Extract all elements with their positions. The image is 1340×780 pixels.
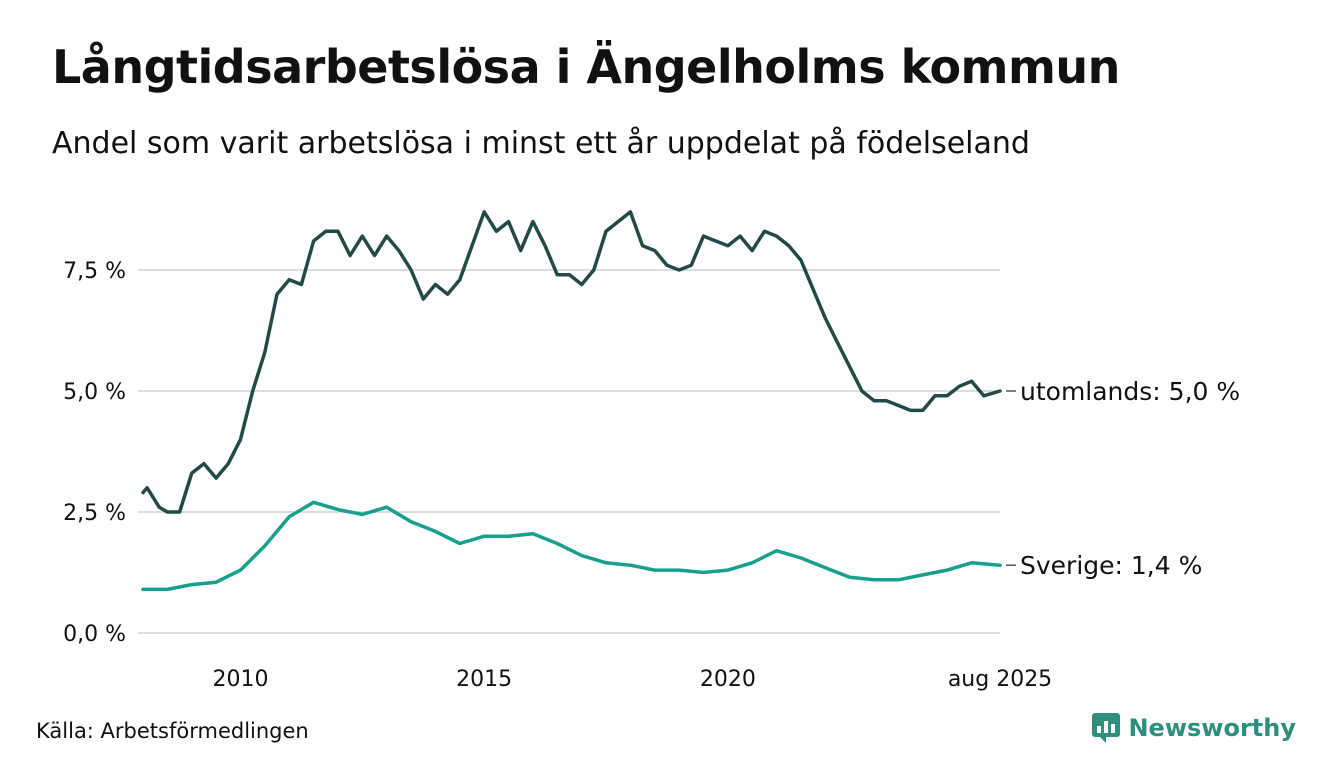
chart-title: Långtidsarbetslösa i Ängelholms kommun: [52, 40, 1120, 94]
series-line-sverige: [141, 500, 1002, 592]
y-tick-label: 7,5 %: [63, 259, 126, 284]
series-line-utomlands: [141, 210, 1002, 514]
x-tick-label: 2020: [700, 667, 756, 692]
gridlines: [138, 269, 1000, 634]
chart-subtitle: Andel som varit arbetslösa i minst ett å…: [52, 126, 1030, 161]
source-note: Källa: Arbetsförmedlingen: [36, 719, 309, 743]
x-axis-ticks: 2010 2015 2020 aug 2025: [212, 667, 1052, 692]
x-tick-label: 2015: [456, 667, 512, 692]
series-lines: [141, 210, 1002, 592]
y-tick-label: 0,0 %: [63, 622, 126, 647]
series-end-labels: utomlands: 5,0 % Sverige: 1,4 %: [1006, 377, 1240, 580]
x-tick-label: aug 2025: [948, 667, 1052, 692]
end-label-sverige: Sverige: 1,4 %: [1020, 551, 1202, 580]
y-tick-label: 5,0 %: [63, 380, 126, 405]
brand-name: Newsworthy: [1128, 714, 1296, 742]
y-tick-label: 2,5 %: [63, 501, 126, 526]
y-axis-ticks: 0,0 % 2,5 % 5,0 % 7,5 %: [63, 259, 126, 647]
brand-logo: Newsworthy: [1092, 713, 1296, 743]
x-tick-label: 2010: [212, 667, 268, 692]
end-label-utomlands: utomlands: 5,0 %: [1020, 377, 1240, 406]
newsworthy-logo-icon: [1092, 713, 1121, 743]
